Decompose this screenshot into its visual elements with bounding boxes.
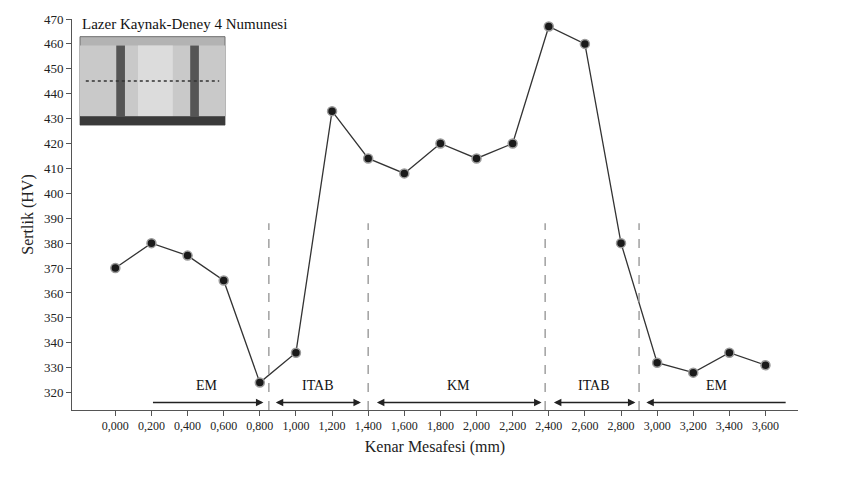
svg-text:330: 330 — [44, 360, 64, 375]
svg-text:410: 410 — [44, 161, 64, 176]
svg-text:0,200: 0,200 — [138, 419, 165, 433]
svg-text:3,600: 3,600 — [752, 419, 779, 433]
svg-text:1,200: 1,200 — [319, 419, 346, 433]
svg-text:1,600: 1,600 — [391, 419, 418, 433]
svg-text:Kenar Mesafesi (mm): Kenar Mesafesi (mm) — [365, 438, 505, 456]
svg-text:EM: EM — [706, 378, 728, 393]
svg-text:360: 360 — [44, 286, 64, 301]
svg-text:0,400: 0,400 — [174, 419, 201, 433]
svg-text:380: 380 — [44, 236, 64, 251]
svg-text:460: 460 — [44, 36, 64, 51]
svg-text:2,400: 2,400 — [535, 419, 562, 433]
svg-text:1,000: 1,000 — [282, 419, 309, 433]
svg-text:370: 370 — [44, 261, 64, 276]
svg-text:Sertlik (HV): Sertlik (HV) — [19, 174, 37, 254]
svg-text:390: 390 — [44, 211, 64, 226]
svg-text:450: 450 — [44, 61, 64, 76]
svg-text:2,000: 2,000 — [463, 419, 490, 433]
svg-text:440: 440 — [44, 86, 64, 101]
svg-text:1,400: 1,400 — [355, 419, 382, 433]
svg-text:0,800: 0,800 — [246, 419, 273, 433]
svg-text:2,800: 2,800 — [608, 419, 635, 433]
svg-text:3,400: 3,400 — [716, 419, 743, 433]
svg-text:0,600: 0,600 — [210, 419, 237, 433]
svg-text:1,800: 1,800 — [427, 419, 454, 433]
svg-text:430: 430 — [44, 111, 64, 126]
svg-text:320: 320 — [44, 385, 64, 400]
svg-text:2,200: 2,200 — [499, 419, 526, 433]
svg-text:420: 420 — [44, 136, 64, 151]
svg-text:400: 400 — [44, 186, 64, 201]
svg-text:ITAB: ITAB — [302, 378, 334, 393]
svg-text:3,200: 3,200 — [680, 419, 707, 433]
svg-text:470: 470 — [44, 12, 64, 27]
svg-text:ITAB: ITAB — [578, 378, 610, 393]
svg-text:350: 350 — [44, 310, 64, 325]
svg-text:2,600: 2,600 — [571, 419, 598, 433]
svg-text:340: 340 — [44, 335, 64, 350]
svg-text:0,000: 0,000 — [102, 419, 129, 433]
svg-text:KM: KM — [447, 378, 470, 393]
svg-text:EM: EM — [196, 378, 218, 393]
svg-text:3,000: 3,000 — [644, 419, 671, 433]
svg-text:Lazer Kaynak-Deney 4 Numunesi: Lazer Kaynak-Deney 4 Numunesi — [82, 16, 287, 32]
